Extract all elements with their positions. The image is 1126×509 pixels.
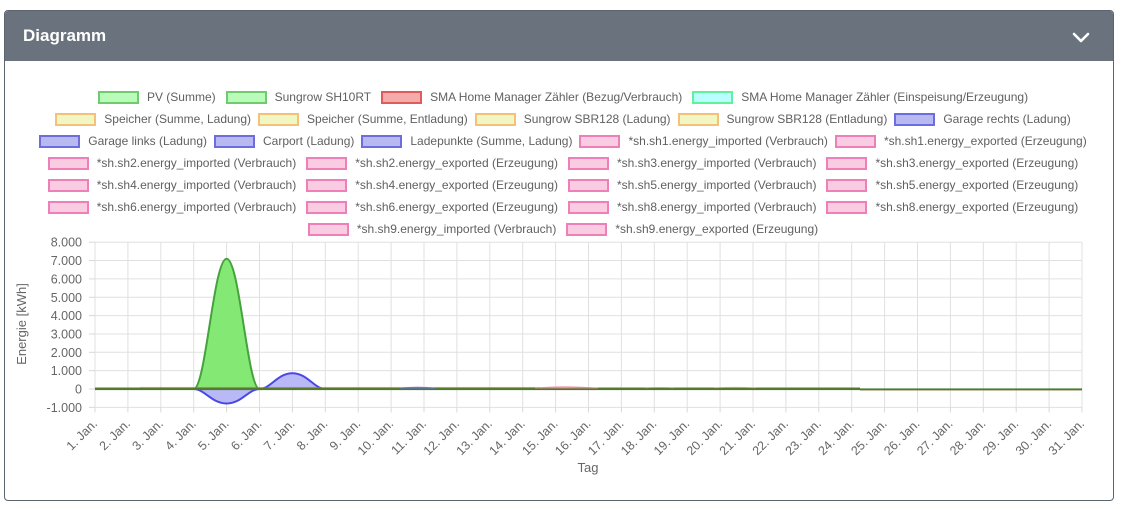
svg-text:Energie [kWh]: Energie [kWh] xyxy=(14,283,29,365)
svg-text:5. Jan.: 5. Jan. xyxy=(195,417,231,453)
svg-text:0: 0 xyxy=(75,383,82,397)
svg-text:8.000: 8.000 xyxy=(51,236,82,250)
svg-text:1.000: 1.000 xyxy=(51,364,82,378)
svg-text:12. Jan.: 12. Jan. xyxy=(421,417,462,458)
svg-text:10. Jan.: 10. Jan. xyxy=(355,417,396,458)
svg-text:30. Jan.: 30. Jan. xyxy=(1013,417,1054,458)
svg-text:28. Jan.: 28. Jan. xyxy=(947,417,988,458)
svg-text:7. Jan.: 7. Jan. xyxy=(261,417,297,453)
svg-text:8. Jan.: 8. Jan. xyxy=(294,417,330,453)
svg-text:23. Jan.: 23. Jan. xyxy=(783,417,824,458)
svg-text:2. Jan.: 2. Jan. xyxy=(97,417,133,453)
svg-text:16. Jan.: 16. Jan. xyxy=(552,417,593,458)
svg-text:21. Jan.: 21. Jan. xyxy=(717,417,758,458)
svg-text:29. Jan.: 29. Jan. xyxy=(980,417,1021,458)
svg-text:7.000: 7.000 xyxy=(51,254,82,268)
svg-text:15. Jan.: 15. Jan. xyxy=(519,417,560,458)
svg-text:19. Jan.: 19. Jan. xyxy=(651,417,692,458)
svg-text:5.000: 5.000 xyxy=(51,291,82,305)
svg-text:6.000: 6.000 xyxy=(51,272,82,286)
svg-text:14. Jan.: 14. Jan. xyxy=(486,417,527,458)
svg-text:2.000: 2.000 xyxy=(51,346,82,360)
svg-text:3.000: 3.000 xyxy=(51,327,82,341)
svg-text:24. Jan.: 24. Jan. xyxy=(815,417,856,458)
svg-text:3. Jan.: 3. Jan. xyxy=(129,417,165,453)
svg-text:6. Jan.: 6. Jan. xyxy=(228,417,264,453)
svg-text:25. Jan.: 25. Jan. xyxy=(848,417,889,458)
svg-text:27. Jan.: 27. Jan. xyxy=(914,417,955,458)
svg-text:Tag: Tag xyxy=(578,460,599,475)
svg-text:4. Jan.: 4. Jan. xyxy=(162,417,198,453)
svg-text:17. Jan.: 17. Jan. xyxy=(585,417,626,458)
svg-text:31. Jan.: 31. Jan. xyxy=(1046,417,1087,458)
svg-text:22. Jan.: 22. Jan. xyxy=(750,417,791,458)
svg-text:13. Jan.: 13. Jan. xyxy=(454,417,495,458)
svg-text:4.000: 4.000 xyxy=(51,309,82,323)
svg-text:18. Jan.: 18. Jan. xyxy=(618,417,659,458)
svg-text:-1.000: -1.000 xyxy=(47,401,82,415)
svg-text:26. Jan.: 26. Jan. xyxy=(881,417,922,458)
svg-text:1. Jan.: 1. Jan. xyxy=(64,417,100,453)
svg-text:20. Jan.: 20. Jan. xyxy=(684,417,725,458)
